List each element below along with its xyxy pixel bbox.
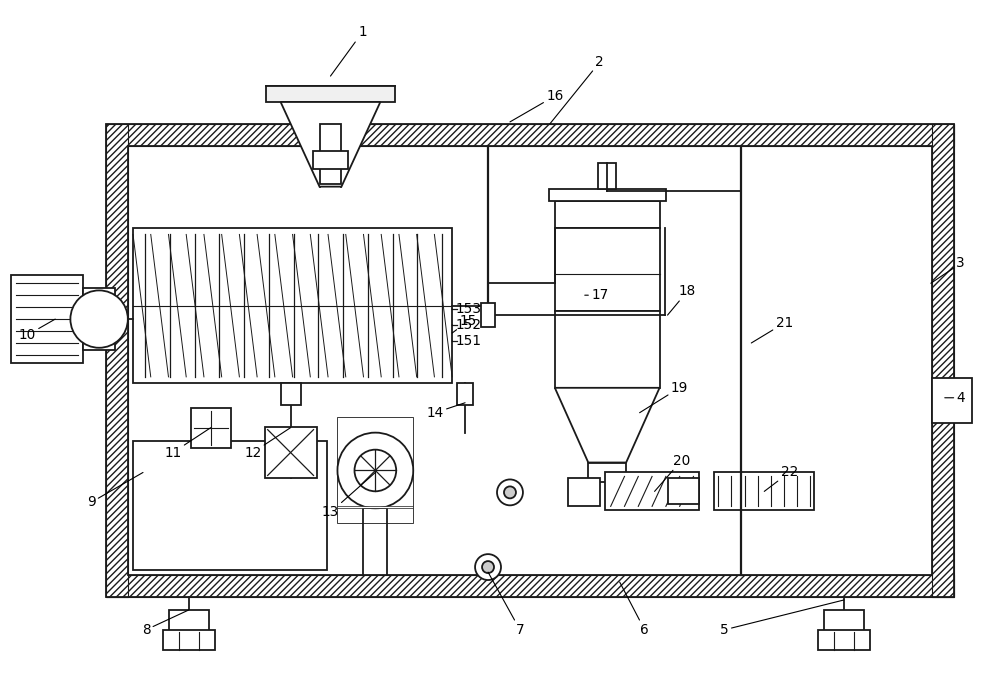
- Polygon shape: [281, 102, 380, 186]
- Bar: [83, 288, 115, 350]
- Text: 6: 6: [620, 582, 649, 637]
- Text: 7: 7: [488, 572, 524, 637]
- Bar: [106, 124, 954, 145]
- Bar: [337, 417, 413, 523]
- Bar: [588, 462, 626, 482]
- Bar: [824, 610, 864, 632]
- Text: 8: 8: [142, 610, 189, 637]
- Bar: [555, 201, 660, 228]
- Bar: [668, 478, 699, 504]
- Text: 152: 152: [452, 318, 481, 332]
- Bar: [106, 124, 128, 597]
- Circle shape: [70, 290, 128, 348]
- Bar: [163, 630, 215, 650]
- Text: 153: 153: [452, 302, 481, 316]
- Text: 3: 3: [931, 256, 965, 283]
- Bar: [568, 478, 600, 506]
- Circle shape: [482, 561, 494, 573]
- Bar: [932, 378, 972, 423]
- Text: 21: 21: [751, 316, 793, 343]
- Text: 15: 15: [452, 314, 477, 333]
- Circle shape: [355, 449, 396, 491]
- Bar: [598, 163, 616, 189]
- Text: 14: 14: [427, 403, 465, 420]
- Text: 9: 9: [87, 473, 143, 510]
- Bar: [818, 630, 870, 650]
- Bar: [337, 506, 413, 508]
- Text: 4: 4: [945, 391, 965, 405]
- Bar: [555, 228, 660, 311]
- Bar: [313, 151, 348, 169]
- Text: 11: 11: [164, 428, 211, 460]
- Text: 18: 18: [668, 284, 696, 315]
- Text: 2: 2: [550, 55, 604, 124]
- Bar: [265, 427, 317, 478]
- Text: 1: 1: [330, 25, 367, 76]
- Circle shape: [497, 479, 523, 505]
- Circle shape: [475, 554, 501, 580]
- Bar: [281, 383, 301, 405]
- Bar: [266, 86, 395, 102]
- Bar: [191, 408, 231, 447]
- Bar: [481, 303, 495, 327]
- Text: 22: 22: [764, 466, 798, 491]
- Text: 151: 151: [452, 334, 481, 348]
- Bar: [11, 275, 83, 363]
- Bar: [363, 508, 387, 575]
- Text: 16: 16: [510, 89, 563, 122]
- Polygon shape: [555, 388, 660, 462]
- Bar: [932, 124, 954, 597]
- Bar: [714, 473, 814, 510]
- Bar: [549, 189, 666, 201]
- Bar: [128, 145, 932, 575]
- Bar: [605, 473, 699, 510]
- Circle shape: [504, 486, 516, 499]
- Bar: [133, 228, 452, 383]
- Text: 5: 5: [720, 600, 844, 637]
- Bar: [320, 124, 341, 184]
- Bar: [555, 311, 660, 388]
- Bar: [106, 575, 954, 597]
- Bar: [106, 124, 954, 597]
- Bar: [169, 610, 209, 632]
- Text: 17: 17: [585, 288, 608, 302]
- Bar: [133, 441, 327, 570]
- Text: 20: 20: [655, 454, 690, 491]
- Text: 13: 13: [322, 473, 375, 519]
- Circle shape: [337, 432, 413, 508]
- Text: 10: 10: [19, 319, 55, 342]
- Text: 12: 12: [244, 428, 291, 460]
- Bar: [457, 383, 473, 405]
- Text: 19: 19: [640, 381, 688, 413]
